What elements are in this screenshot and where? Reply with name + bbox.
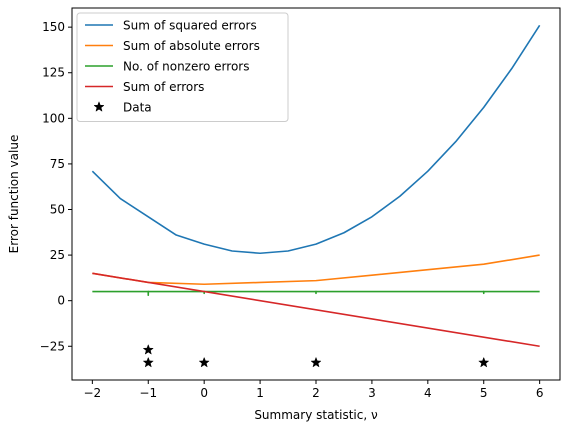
x-axis-label: Summary statistic, ν bbox=[254, 408, 378, 422]
x-tick-label: 2 bbox=[312, 386, 320, 400]
legend: Sum of squared errors Sum of absolute err… bbox=[76, 12, 289, 122]
x-tick-label: 1 bbox=[256, 386, 264, 400]
legend-label: Sum of absolute errors bbox=[123, 39, 260, 53]
y-tick-label: 125 bbox=[42, 66, 65, 80]
series-line-sum-of-errors bbox=[92, 272, 540, 348]
legend-label: Sum of errors bbox=[123, 80, 204, 94]
data-point bbox=[142, 356, 154, 368]
y-tick-label: 150 bbox=[42, 20, 65, 34]
data-point bbox=[478, 356, 490, 368]
x-tick-label: −2 bbox=[84, 386, 102, 400]
data-point bbox=[142, 344, 154, 355]
x-tick-label: 4 bbox=[424, 386, 432, 400]
legend-label: No. of nonzero errors bbox=[123, 60, 249, 74]
x-tick-label: 5 bbox=[480, 386, 488, 400]
x-tick-label: 0 bbox=[200, 386, 208, 400]
legend-label: Data bbox=[123, 101, 152, 115]
series-line-sum-of-absolute-errors bbox=[92, 254, 540, 286]
axes: −2 −1 0 1 2 3 4 5 6 −25 0 25 50 75 100 125 150 bbox=[40, 7, 561, 400]
data-point bbox=[198, 356, 210, 368]
legend-label: Sum of squared errors bbox=[123, 19, 257, 33]
series-line-no-of-nonzero-errors bbox=[92, 290, 540, 297]
series-line-sum-of-squared-errors bbox=[91, 24, 541, 255]
y-tick-label: 75 bbox=[50, 157, 65, 171]
legend-star-swatch bbox=[93, 101, 105, 112]
x-tick-label: 6 bbox=[536, 386, 544, 400]
y-tick-label: 25 bbox=[50, 248, 65, 262]
y-tick-label: 100 bbox=[42, 111, 65, 125]
x-tick-label: −1 bbox=[139, 386, 157, 400]
y-axis-label: Error function value bbox=[7, 135, 21, 254]
data-point bbox=[310, 356, 322, 368]
y-tick-label: 0 bbox=[57, 294, 65, 308]
plot-area bbox=[91, 24, 541, 368]
x-tick-label: 3 bbox=[368, 386, 376, 400]
series-group bbox=[91, 24, 541, 368]
y-tick-label: 50 bbox=[50, 203, 65, 217]
legend-box bbox=[76, 12, 289, 122]
y-tick-label: −25 bbox=[40, 339, 65, 353]
